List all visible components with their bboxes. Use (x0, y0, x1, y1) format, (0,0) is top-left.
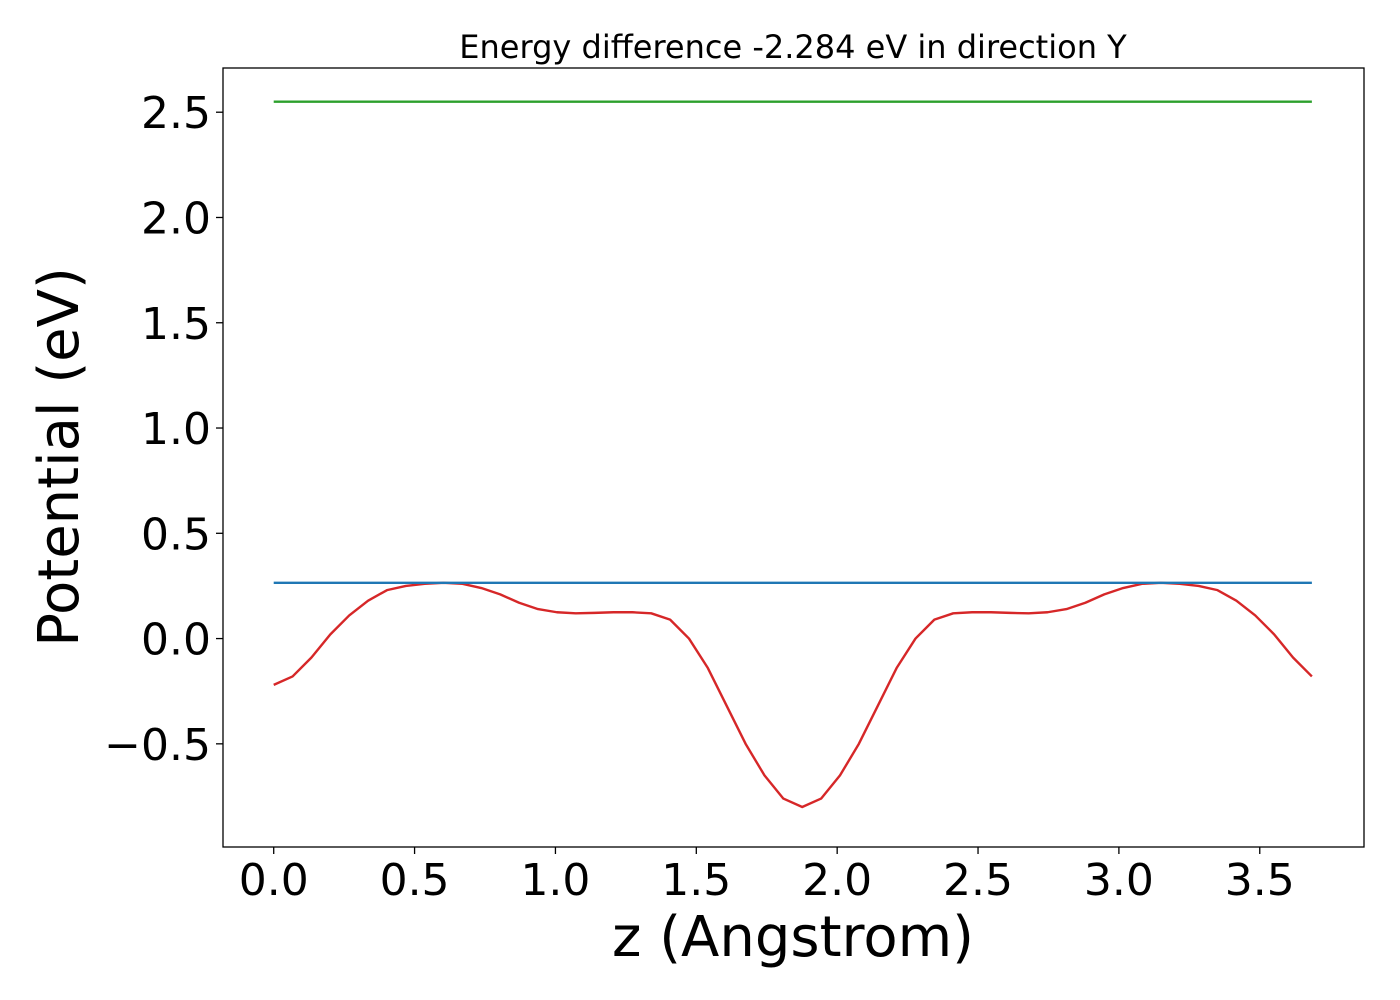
y-axis-label: Potential (eV) (27, 267, 92, 647)
x-tick-label: 0.0 (239, 855, 309, 906)
x-tick-label: 3.5 (1225, 855, 1295, 906)
y-tick-label: 1.0 (141, 404, 211, 455)
series-layer (273, 100, 1313, 809)
x-tick-label: 1.5 (661, 855, 731, 906)
y-tick-label: −0.5 (104, 720, 211, 771)
y-tick-label: 1.5 (141, 299, 211, 350)
chart-title: Energy difference -2.284 eV in direction… (459, 28, 1127, 66)
y-tick-label: 0.0 (141, 615, 211, 666)
y-tick-label: 2.5 (141, 88, 211, 139)
x-tick-label: 2.5 (943, 855, 1013, 906)
x-axis-ticks: 0.0 0.5 1.0 1.5 2.0 2.5 3.0 3.5 (239, 847, 1295, 906)
x-tick-label: 0.5 (380, 855, 450, 906)
plot-area-frame (222, 67, 1365, 848)
x-tick-label: 1.0 (520, 855, 590, 906)
y-tick-label: 2.0 (141, 193, 211, 244)
y-tick-label: 0.5 (141, 509, 211, 560)
x-tick-label: 2.0 (802, 855, 872, 906)
y-axis-ticks: −0.5 0.0 0.5 1.0 1.5 2.0 2.5 (104, 88, 223, 771)
x-axis-label: z (Angstrom) (612, 905, 974, 970)
x-tick-label: 3.0 (1084, 855, 1154, 906)
